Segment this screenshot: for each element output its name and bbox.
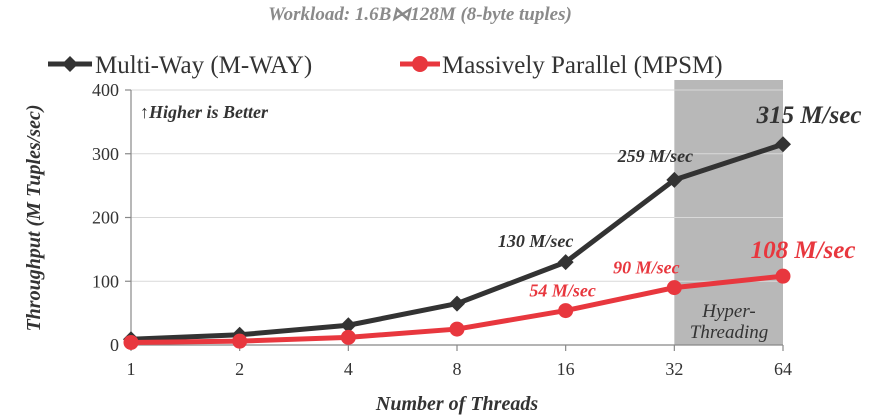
- chart-title: Workload: 1.6B⋈128M (8-byte tuples): [268, 4, 572, 25]
- hyper-threading-region: [674, 80, 783, 345]
- hyper-threading-label-line1: Hyper-: [701, 301, 755, 322]
- legend-entry-mway: Multi-Way (M-WAY): [48, 52, 312, 79]
- y-tick-label: 200: [92, 208, 119, 228]
- hyper-threading-shade: [674, 80, 783, 345]
- data-point-mway: [775, 136, 791, 153]
- legend-entry-mpsm: Massively Parallel (MPSM): [400, 52, 723, 79]
- legend-marker-mway: [62, 56, 78, 72]
- data-labels: 130 M/sec 259 M/sec 315 M/sec 54 M/sec 90 M/…: [498, 102, 862, 300]
- x-tick-label: 2: [235, 359, 244, 379]
- y-tick-label: 300: [92, 144, 119, 164]
- y-tick-label: 400: [92, 80, 119, 100]
- data-label-mpsm: 90 M/sec: [613, 258, 680, 278]
- data-point-mpsm: [449, 321, 465, 337]
- data-point-mway: [557, 254, 574, 271]
- y-axis-title: Throughput (M Tuples/sec): [23, 104, 45, 331]
- x-tick-label: 64: [774, 359, 792, 379]
- data-label-mpsm: 108 M/sec: [751, 237, 856, 264]
- series-lines: [123, 136, 791, 350]
- data-point-mpsm: [558, 303, 574, 319]
- data-point-mway: [340, 317, 357, 334]
- x-axis-title: Number of Threads: [375, 393, 538, 415]
- data-point-mpsm: [666, 280, 682, 296]
- data-point-mpsm: [775, 268, 791, 284]
- hyper-threading-label-line2: Threading: [690, 322, 768, 343]
- data-label-mway: 315 M/sec: [756, 102, 862, 129]
- legend: Multi-Way (M-WAY) Massively Parallel (MP…: [48, 52, 723, 79]
- data-label-mway: 259 M/sec: [617, 146, 694, 166]
- data-label-mpsm: 54 M/sec: [529, 281, 596, 301]
- data-label-mway: 130 M/sec: [498, 231, 574, 251]
- x-tick-label: 32: [665, 359, 683, 379]
- data-point-mpsm: [123, 334, 139, 350]
- higher-is-better-annotation: ↑Higher is Better: [140, 102, 269, 122]
- legend-marker-mpsm: [412, 56, 428, 72]
- legend-label-mpsm: Massively Parallel (MPSM): [442, 52, 723, 79]
- x-tick-label: 8: [453, 359, 462, 379]
- legend-label-mway: Multi-Way (M-WAY): [95, 52, 312, 79]
- x-tick-label: 1: [127, 359, 136, 379]
- data-point-mpsm: [340, 329, 356, 345]
- axes: 0 100 200 300 400 1 2 4 8 16 32 64: [92, 80, 792, 379]
- data-point-mpsm: [232, 333, 248, 349]
- data-point-mway: [449, 295, 465, 312]
- data-point-mway: [666, 171, 683, 188]
- y-tick-label: 0: [110, 335, 119, 355]
- y-tick-label: 100: [92, 271, 119, 291]
- x-tick-label: 4: [344, 359, 353, 379]
- x-tick-label: 16: [557, 359, 575, 379]
